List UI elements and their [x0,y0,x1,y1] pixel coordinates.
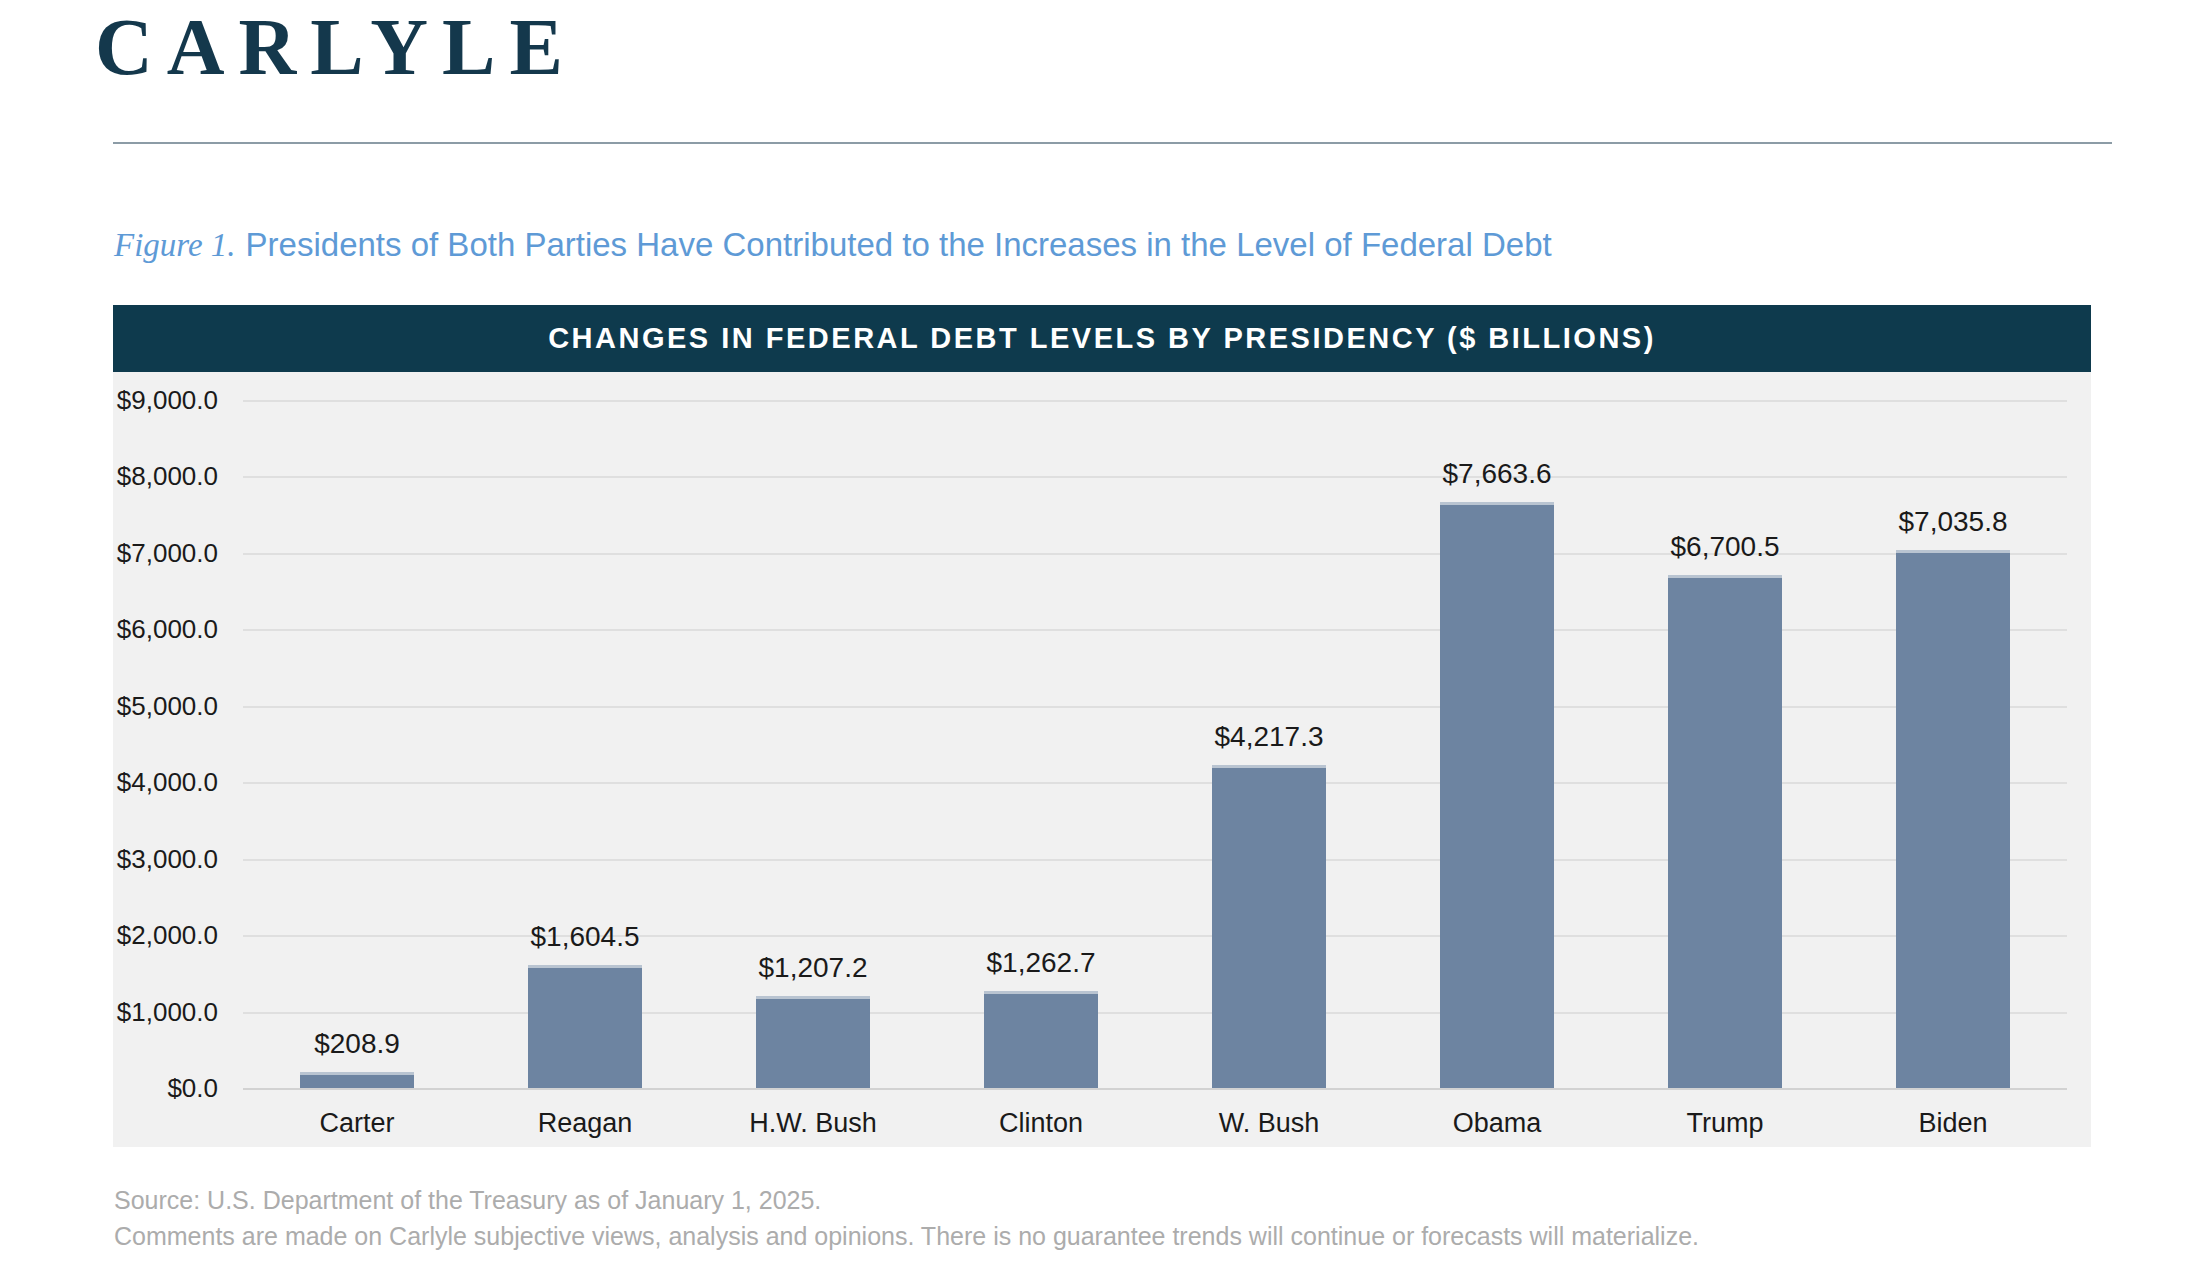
category-label-biden: Biden [1843,1108,2063,1139]
category-label-carter: Carter [247,1108,467,1139]
figure-number: Figure 1. [114,227,236,263]
gridline-0 [243,1088,2067,1090]
bar-trump [1668,575,1782,1088]
figure-caption: Figure 1. Presidents of Both Parties Have… [114,226,1552,264]
figure-title: Presidents of Both Parties Have Contribu… [246,226,1552,263]
disclaimer-line: Comments are made on Carlyle subjective … [114,1218,1699,1254]
gridline-8000 [243,476,2067,478]
y-axis-tick-label: $6,000.0 [113,614,218,644]
value-label-clinton: $1,262.7 [931,947,1151,979]
gridline-3000 [243,859,2067,861]
category-label-h-w-bush: H.W. Bush [703,1108,923,1139]
bar-biden [1896,550,2010,1088]
bar-clinton [984,991,1098,1088]
bar-obama [1440,502,1554,1088]
value-label-obama: $7,663.6 [1387,458,1607,490]
bar-h-w-bush [756,996,870,1088]
chart-title-bar: CHANGES IN FEDERAL DEBT LEVELS BY PRESID… [113,305,2091,372]
category-label-w-bush: W. Bush [1159,1108,1379,1139]
value-label-carter: $208.9 [247,1028,467,1060]
chart-title: CHANGES IN FEDERAL DEBT LEVELS BY PRESID… [548,322,1656,355]
y-axis-tick-label: $5,000.0 [113,691,218,721]
gridline-5000 [243,706,2067,708]
y-axis-tick-label: $0.0 [113,1073,218,1103]
source-line: Source: U.S. Department of the Treasury … [114,1182,1699,1218]
bar-w-bush [1212,765,1326,1088]
category-label-obama: Obama [1387,1108,1607,1139]
y-axis-tick-label: $9,000.0 [113,385,218,415]
header-divider [113,142,2112,144]
y-axis-tick-label: $4,000.0 [113,767,218,797]
value-label-h-w-bush: $1,207.2 [703,952,923,984]
value-label-reagan: $1,604.5 [475,921,695,953]
y-axis-tick-label: $1,000.0 [113,997,218,1027]
bar-reagan [528,965,642,1088]
gridline-9000 [243,400,2067,402]
y-axis-tick-label: $8,000.0 [113,461,218,491]
category-label-trump: Trump [1615,1108,1835,1139]
y-axis-tick-label: $2,000.0 [113,920,218,950]
gridline-1000 [243,1012,2067,1014]
category-label-clinton: Clinton [931,1108,1151,1139]
value-label-w-bush: $4,217.3 [1159,721,1379,753]
source-note: Source: U.S. Department of the Treasury … [114,1182,1699,1254]
y-axis-tick-label: $7,000.0 [113,538,218,568]
gridline-6000 [243,629,2067,631]
y-axis-tick-label: $3,000.0 [113,844,218,874]
page: CARLYLE Figure 1. Presidents of Both Part… [0,0,2189,1281]
carlyle-logo: CARLYLE [95,2,577,93]
bar-carter [300,1072,414,1088]
debt-chart: CHANGES IN FEDERAL DEBT LEVELS BY PRESID… [113,305,2091,1147]
value-label-trump: $6,700.5 [1615,531,1835,563]
value-label-biden: $7,035.8 [1843,506,2063,538]
gridline-4000 [243,782,2067,784]
chart-plot-area: $0.0 $1,000.0 $2,000.0 $3,000.0 $4,000.0 $5,0… [113,372,2091,1147]
category-label-reagan: Reagan [475,1108,695,1139]
